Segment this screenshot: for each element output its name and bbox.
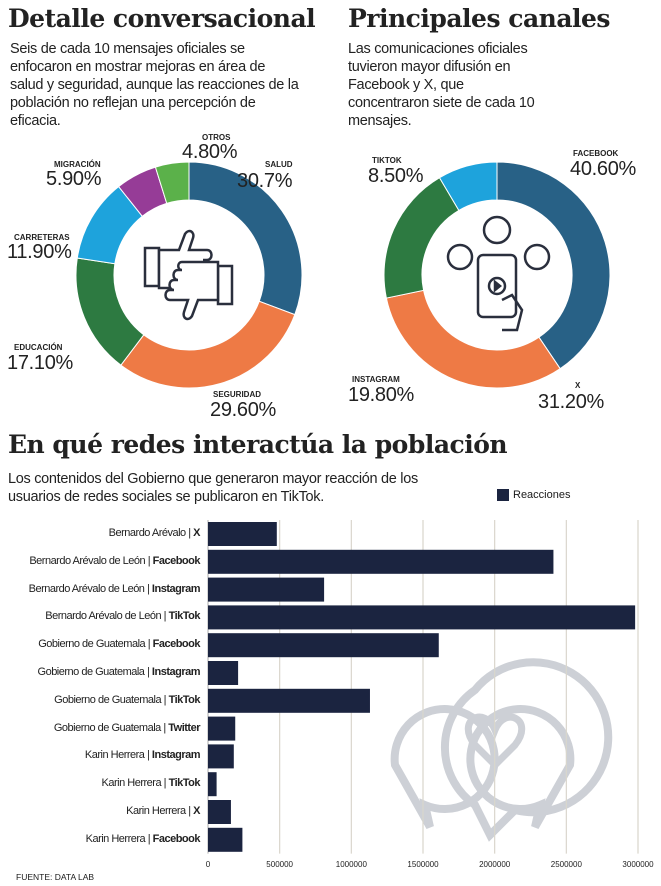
donut2-title: Principales canales: [348, 4, 611, 33]
label-otros: OTROS: [202, 133, 231, 142]
bar-chart-title: En qué redes interactúa la población: [8, 430, 508, 459]
legend: Reacciones: [497, 489, 570, 501]
pct-salud: 30.7%: [237, 170, 293, 192]
network-name: TikTok: [168, 777, 201, 790]
bar-category-label: Bernardo Arévalo | X: [108, 527, 201, 539]
pct-tiktok: 8.50%: [368, 165, 424, 187]
x-tick-label: 2500000: [550, 859, 582, 869]
bar-category-label: Bernardo Arévalo de León | Instagram: [28, 582, 201, 595]
phone-social-icon: [446, 215, 551, 332]
account-name: Gobierno de Guatemala: [38, 638, 146, 651]
network-name: Instagram: [151, 666, 201, 678]
thumbs-up-down-icon: [143, 229, 234, 321]
label-migracion: MIGRACIÓN: [54, 160, 101, 169]
donut-slice-otros: [154, 161, 190, 205]
x-tick-label: 2000000: [479, 859, 511, 869]
network-name: X: [193, 527, 200, 539]
bar: [208, 577, 325, 602]
bar-category-label: Gobierno de Guatemala | Instagram: [37, 666, 201, 678]
bar-category-label: Gobierno de Guatemala | Facebook: [38, 638, 201, 651]
account-name: Karin Herrera: [101, 777, 162, 790]
donut2-subtitle: Las comunicaciones oficiales tuvieron ma…: [348, 41, 535, 129]
x-tick-label: 3000000: [622, 859, 654, 869]
bar-category-label: Gobierno de Guatemala | Twitter: [53, 721, 201, 734]
bar: [208, 605, 636, 630]
donut-slice-facebook: [496, 161, 611, 370]
donut-slice-seguridad: [120, 300, 296, 389]
pct-seguridad: 29.60%: [210, 399, 277, 421]
label-salud: SALUD: [265, 160, 293, 169]
bar: [208, 744, 234, 769]
label-seguridad: SEGURIDAD: [213, 390, 262, 399]
network-name: Instagram: [151, 749, 201, 762]
account-name: Bernardo Arévalo de León: [29, 554, 146, 567]
bar-category-label: Bernardo Arévalo de León | Facebook: [29, 554, 201, 567]
donut-slice-tiktok: [438, 161, 498, 212]
pct-instagram: 19.80%: [348, 384, 415, 406]
bar: [208, 549, 554, 574]
label-x: X: [575, 381, 581, 390]
pct-carreteras: 11.90%: [7, 241, 72, 263]
bar-chart-subtitle: Los contenidos del Gobierno que generaro…: [8, 471, 418, 505]
legend-label: Reacciones: [513, 489, 571, 501]
x-tick-label: 500000: [266, 859, 294, 869]
network-name: TikTok: [168, 693, 201, 706]
bar-category-label: Bernardo Arévalo de León | TikTok: [45, 610, 201, 623]
account-name: Gobierno de Guatemala: [54, 693, 162, 706]
bar-category-label: Karin Herrera | X: [126, 805, 200, 817]
bar: [208, 716, 236, 741]
account-name: Bernardo Arévalo: [108, 527, 187, 539]
x-tick-label: 0: [205, 859, 211, 869]
bar-category-label: Gobierno de Guatemala | TikTok: [54, 693, 201, 706]
bar: [208, 800, 231, 824]
account-name: Bernardo Arévalo de León: [28, 582, 145, 595]
donut-slice-educación: [75, 257, 145, 366]
donut-slice-x: [385, 289, 561, 389]
label-carreteras: CARRETERAS: [14, 233, 70, 242]
bar: [208, 661, 239, 685]
bar: [208, 522, 277, 546]
label-educacion: EDUCACIÓN: [14, 343, 63, 352]
bar-category-label: Karin Herrera | TikTok: [101, 777, 201, 790]
account-name: Gobierno de Guatemala: [53, 721, 161, 734]
donut1-subtitle: Seis de cada 10 mensajes oficiales se en…: [10, 41, 299, 129]
pct-migracion: 5.90%: [46, 168, 102, 190]
source-note: FUENTE: DATA LAB: [16, 872, 95, 882]
bar-category-label: Karin Herrera | Instagram: [84, 749, 201, 762]
pct-facebook: 40.60%: [570, 158, 637, 180]
account-name: Bernardo Arévalo de León: [45, 610, 162, 623]
pct-x: 31.20%: [538, 391, 605, 413]
account-name: Gobierno de Guatemala: [37, 666, 145, 678]
network-name: Instagram: [151, 582, 201, 595]
bar-category-label: Karin Herrera | Facebook: [85, 832, 201, 845]
bar: [208, 688, 370, 713]
reaction-bubbles-watermark: [390, 658, 613, 842]
bar: [208, 633, 439, 658]
account-name: Karin Herrera: [126, 805, 186, 817]
network-name: TikTok: [168, 610, 201, 623]
network-name: Facebook: [152, 554, 201, 567]
label-instagram: INSTAGRAM: [352, 375, 400, 384]
network-name: Twitter: [168, 721, 200, 734]
account-name: Karin Herrera: [85, 832, 146, 845]
network-name: X: [193, 805, 200, 817]
bar: [208, 827, 243, 852]
account-name: Karin Herrera: [84, 749, 145, 762]
bar: [208, 772, 217, 797]
x-tick-label: 1000000: [335, 859, 367, 869]
donut-slice-instagram: [383, 177, 460, 299]
donut1-title: Detalle conversacional: [8, 4, 316, 33]
label-tiktok: TIKTOK: [372, 156, 402, 165]
network-name: Facebook: [152, 832, 201, 845]
pct-otros: 4.80%: [182, 141, 238, 163]
label-facebook: FACEBOOK: [573, 149, 619, 158]
x-tick-label: 1500000: [407, 859, 439, 869]
pct-educacion: 17.10%: [7, 352, 74, 374]
network-name: Facebook: [152, 638, 201, 651]
legend-swatch: [497, 489, 509, 501]
